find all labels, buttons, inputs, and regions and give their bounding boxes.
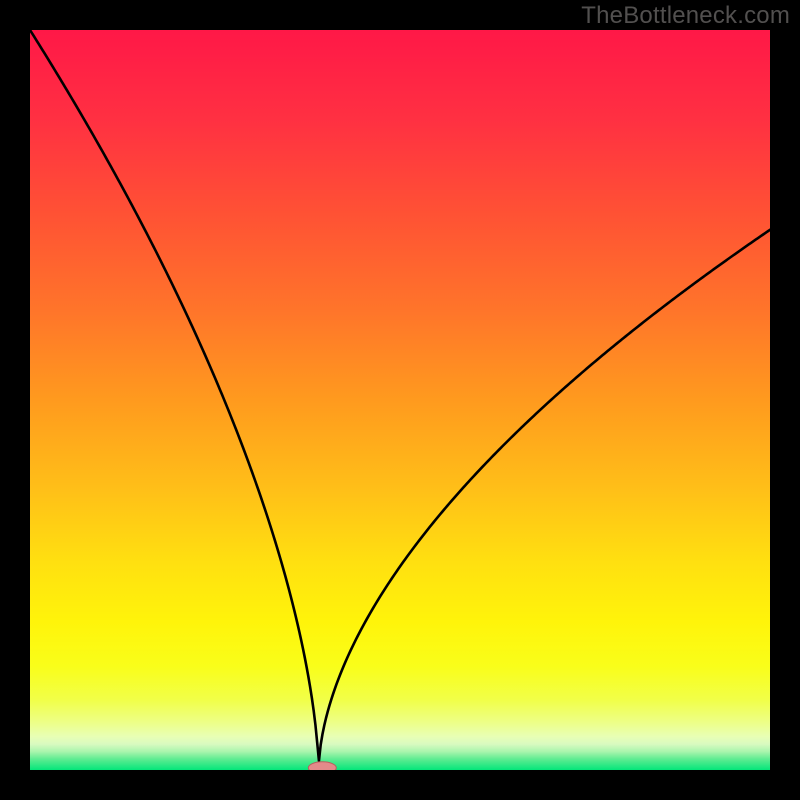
watermark-text: TheBottleneck.com xyxy=(581,2,790,30)
bottleneck-chart xyxy=(0,0,800,800)
gradient-background xyxy=(30,30,770,770)
plot-area xyxy=(30,30,770,774)
